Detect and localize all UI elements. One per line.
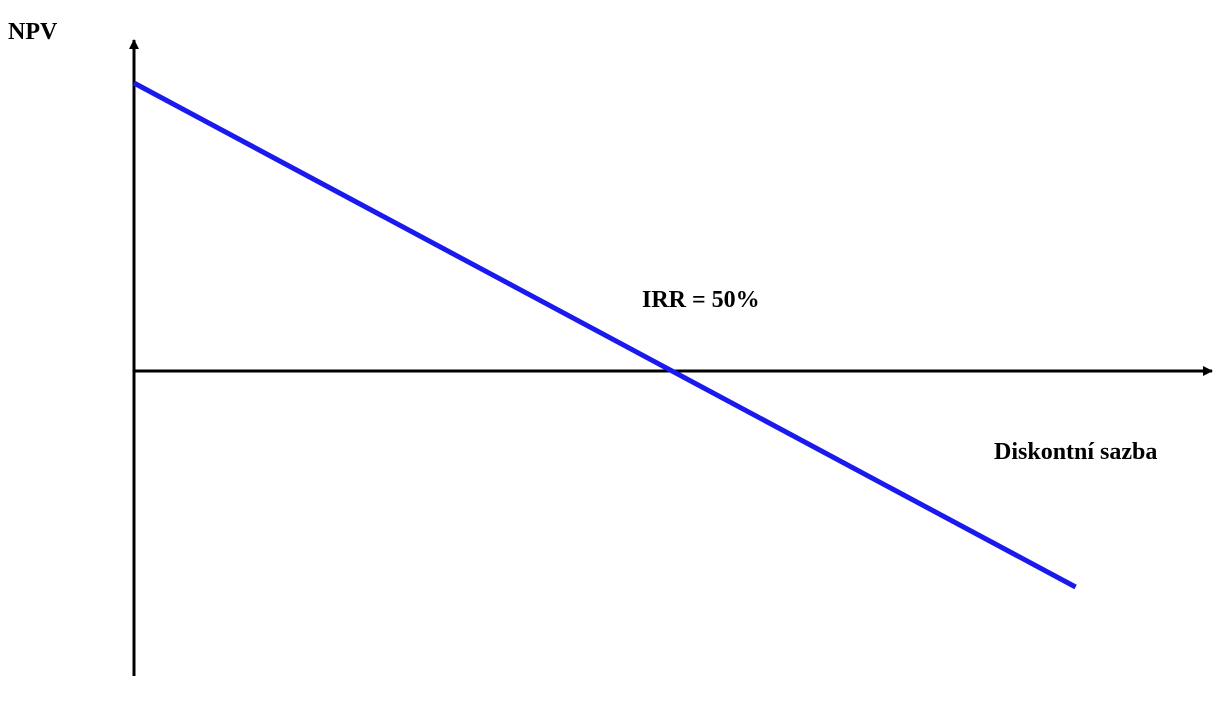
npv-series-line	[132, 80, 1077, 590]
y-axis-label: NPV	[8, 19, 58, 45]
x-axis-label: Diskontní sazba	[994, 439, 1157, 465]
irr-annotation: IRR = 50%	[642, 287, 760, 313]
